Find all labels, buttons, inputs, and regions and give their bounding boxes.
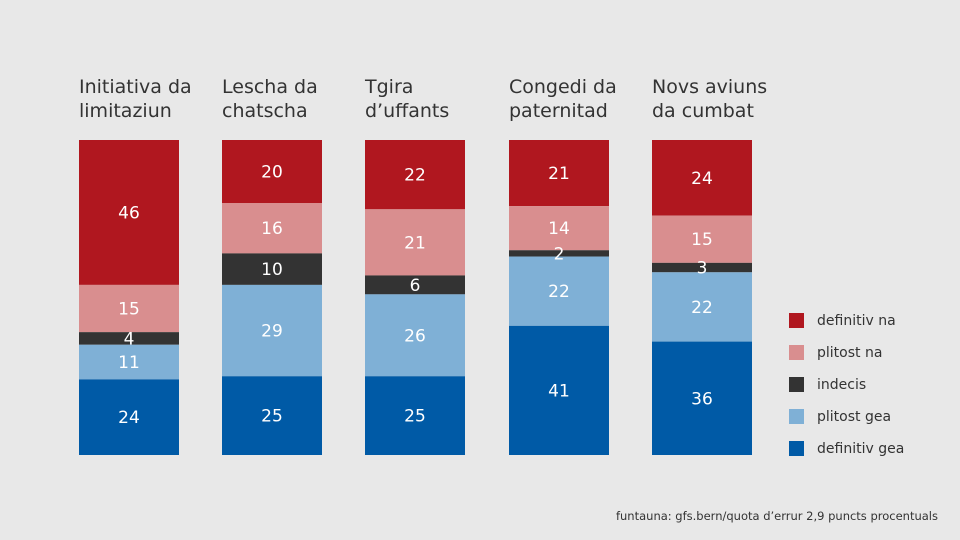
legend-label: definitiv na: [817, 313, 896, 329]
data-label: 26: [404, 326, 426, 346]
data-label: 20: [261, 163, 283, 183]
column-title: Initiativa da limitaziun: [79, 76, 192, 122]
data-label: 22: [548, 282, 570, 302]
data-label: 15: [691, 230, 713, 250]
legend-swatch: [789, 441, 804, 456]
legend-label: indecis: [817, 377, 866, 393]
column-title: Tgira d’uffants: [364, 76, 449, 122]
bar-segment: [79, 344, 179, 380]
data-label: 36: [691, 389, 713, 409]
bar-segment: [222, 376, 322, 455]
legend-swatch: [789, 409, 804, 424]
bar-segment: [509, 256, 609, 326]
column-titles: Initiativa da limitaziun Lescha da chatscha…: [79, 76, 767, 122]
bar-segment: [652, 262, 752, 273]
bar-segment: [365, 294, 465, 377]
column-title: Congedi da paternitad: [509, 76, 617, 122]
data-label: 22: [691, 298, 713, 318]
bar-segment: [222, 203, 322, 254]
data-label: 15: [118, 300, 140, 320]
legend-swatch: [789, 377, 804, 392]
bar-segment: [509, 250, 609, 257]
bars: 4615411242016102925222162625211422241241…: [79, 140, 752, 455]
data-label: 21: [548, 164, 570, 184]
data-label: 46: [118, 203, 140, 223]
legend-swatch: [789, 313, 804, 328]
data-label: 29: [261, 322, 283, 342]
source-note: funtauna: gfs.bern/quota d’errur 2,9 pun…: [615, 509, 938, 523]
data-label: 24: [118, 408, 140, 428]
data-label: 21: [404, 233, 426, 253]
bar-segment: [652, 272, 752, 342]
data-label: 25: [261, 407, 283, 427]
bar-segment: [365, 376, 465, 455]
legend-label: definitiv gea: [817, 441, 904, 457]
data-label: 4: [124, 329, 135, 349]
bar-segment: [652, 140, 752, 216]
bar-segment: [509, 140, 609, 207]
data-label: 41: [548, 381, 570, 401]
bar-segment: [222, 140, 322, 203]
data-label: 14: [548, 219, 570, 239]
bar-segment: [79, 140, 179, 285]
bar-segment: [79, 332, 179, 345]
data-label: 3: [697, 259, 708, 279]
data-label: 24: [691, 169, 713, 189]
bar-segment: [652, 341, 752, 455]
bar-segment: [365, 140, 465, 210]
bar-segment: [509, 206, 609, 251]
bar-segment: [222, 284, 322, 377]
bar-segment: [79, 284, 179, 333]
data-label: 6: [410, 276, 421, 296]
bar-segment: [365, 275, 465, 295]
legend: definitiv na plitost na indecis plitost gea…: [789, 313, 904, 457]
bar-segment: [222, 253, 322, 285]
bar-segment: [365, 209, 465, 276]
data-label: 2: [554, 244, 565, 264]
legend-label: plitost gea: [817, 409, 891, 425]
data-label: 25: [404, 407, 426, 427]
data-label: 16: [261, 219, 283, 239]
legend-swatch: [789, 345, 804, 360]
data-label: 22: [404, 166, 426, 186]
bar-segment: [79, 379, 179, 455]
data-label: 11: [118, 353, 140, 373]
data-label: 10: [261, 260, 283, 280]
legend-label: plitost na: [817, 345, 882, 361]
column-title: Lescha da chatscha: [222, 76, 318, 122]
bar-segment: [509, 325, 609, 455]
bar-segment: [652, 215, 752, 263]
column-title: Novs aviuns da cumbat: [652, 76, 767, 122]
